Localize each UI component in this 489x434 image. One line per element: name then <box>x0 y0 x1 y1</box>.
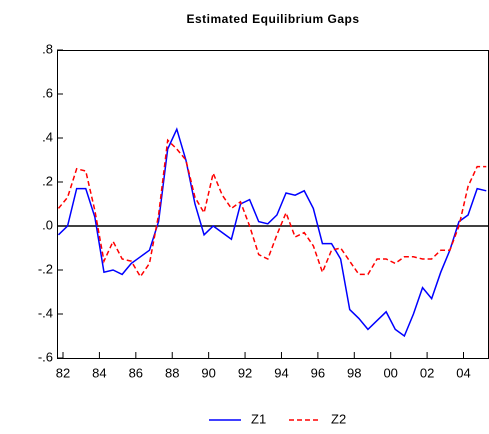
plot-frame <box>57 50 489 359</box>
x-tick-label: 86 <box>129 365 143 380</box>
y-tick-label: .8 <box>42 41 53 56</box>
series-line <box>57 138 487 278</box>
x-tick-label: 90 <box>201 365 215 380</box>
x-tick-label: 94 <box>274 365 288 380</box>
x-tick-label: 02 <box>420 365 434 380</box>
legend-label: Z2 <box>331 411 346 426</box>
x-tick-label: 00 <box>383 365 397 380</box>
legend-label: Z1 <box>251 411 266 426</box>
y-tick-label: .2 <box>42 173 53 188</box>
y-tick-label: -.2 <box>38 261 53 276</box>
x-tick-label: 04 <box>456 365 470 380</box>
legend: Z1 Z2 <box>209 411 346 426</box>
y-tick-label: .4 <box>42 129 53 144</box>
x-tick-label: 96 <box>311 365 325 380</box>
y-tick-label: -.4 <box>38 305 53 320</box>
y-tick-label: .6 <box>42 85 53 100</box>
x-tick-label: 84 <box>92 365 106 380</box>
chart-title: Estimated Equilibrium Gaps <box>186 12 359 26</box>
series-line <box>57 127 487 338</box>
plot-lines <box>57 127 487 338</box>
x-tick-label: 82 <box>56 365 70 380</box>
x-tick-label: 92 <box>238 365 252 380</box>
x-tick-label: 88 <box>165 365 179 380</box>
x-tick-label: 98 <box>347 365 361 380</box>
y-tick-label: -.6 <box>38 349 53 364</box>
y-tick-label: .0 <box>42 217 53 232</box>
